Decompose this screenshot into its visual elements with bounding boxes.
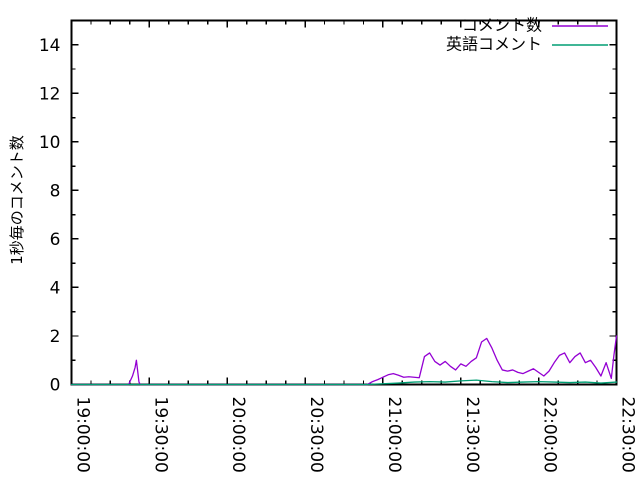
plot-border xyxy=(70,19,618,386)
legend-label-1: コメント数 xyxy=(462,16,542,35)
y-tick-label: 4 xyxy=(50,278,61,298)
y-tick-label: 10 xyxy=(39,133,61,153)
y-axis-title-text: 1秒毎のコメント数 xyxy=(8,135,26,265)
y-tick-label: 8 xyxy=(50,181,61,201)
x-axis-tick-labels: 19:00:00 19:30:00 20:00:00 20:30:00 21:00:00… xyxy=(73,397,638,473)
x-tick-label: 21:30:00 xyxy=(462,397,482,473)
x-axis-tick-group xyxy=(70,20,618,385)
y-tick-label: 0 xyxy=(50,376,61,396)
x-tick-label: 22:00:00 xyxy=(540,397,560,473)
x-tick-label: 19:00:00 xyxy=(73,397,93,473)
y-axis-tick-labels: 0 2 4 6 8 10 12 14 xyxy=(39,36,61,396)
series-line-1 xyxy=(70,335,618,386)
x-tick-label: 19:30:00 xyxy=(150,397,170,473)
y-tick-label: 14 xyxy=(39,36,61,56)
y-tick-label: 6 xyxy=(50,230,61,250)
y-axis-title: 1秒毎のコメント数 xyxy=(8,135,26,265)
y-tick-label: 12 xyxy=(39,84,61,104)
series-group xyxy=(70,335,618,386)
plot-frame xyxy=(70,19,618,386)
y-tick-label: 2 xyxy=(50,327,61,347)
x-tick-label: 20:30:00 xyxy=(306,397,326,473)
x-tick-label: 21:00:00 xyxy=(384,397,404,473)
series-line-2 xyxy=(70,379,618,386)
y-axis-tick-group xyxy=(71,44,617,386)
legend-label-2: 英語コメント xyxy=(446,35,542,54)
x-tick-label: 22:30:00 xyxy=(618,397,638,473)
x-tick-label: 20:00:00 xyxy=(228,397,248,473)
